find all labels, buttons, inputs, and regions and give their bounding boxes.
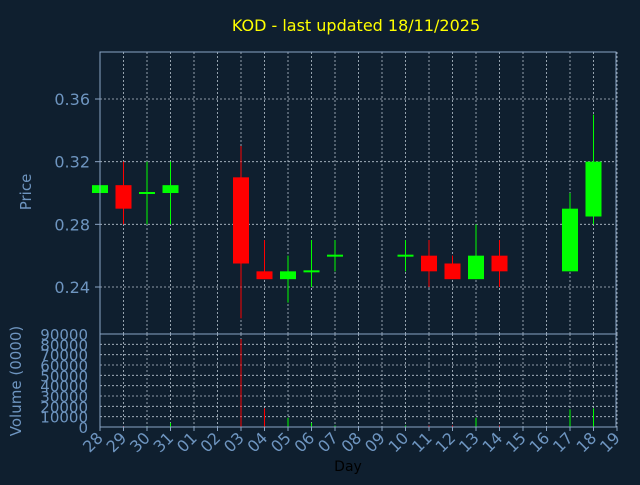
candle-body — [491, 255, 508, 272]
volume-gridlines — [100, 333, 616, 428]
volume-tick-label: 50000 — [40, 367, 88, 385]
day-gridlines — [99, 52, 618, 427]
price-tick-label: 0.32 — [54, 153, 90, 172]
candle-body — [233, 177, 249, 264]
candle-body — [327, 254, 343, 257]
price-candles — [92, 114, 602, 319]
volume-tick-label: 0 — [78, 419, 88, 437]
volume-tick-label: 80000 — [40, 336, 88, 354]
price-gridlines — [100, 98, 616, 288]
price-tick-label: 0.24 — [54, 278, 90, 297]
x-axis-label: Day — [334, 459, 362, 475]
candle-body — [585, 161, 602, 217]
candle-body — [256, 271, 273, 280]
candle-body — [139, 192, 155, 194]
candle-body — [115, 185, 132, 209]
volume-tick-labels: 0100002000030000400005000060000700008000… — [40, 326, 88, 437]
price-tick-labels: 0.24 0.28 0.32 0.36 — [54, 90, 100, 297]
candle-body — [421, 255, 437, 272]
candle-body — [397, 254, 414, 257]
price-axis-label: Price — [17, 174, 35, 211]
day-tick-labels: 2829303101020304050607080910111213141516… — [79, 427, 624, 456]
chart-title: KOD - last updated 18/11/2025 — [232, 16, 480, 35]
candle-body — [280, 271, 296, 280]
candle-body — [303, 270, 320, 273]
candle-body — [468, 255, 484, 280]
volume-tick-label: 30000 — [40, 388, 88, 406]
volume-tick-label: 20000 — [40, 398, 88, 416]
candle-body — [162, 185, 179, 193]
candle-body — [562, 208, 578, 272]
day-tick-label: 19 — [596, 428, 624, 456]
price-tick-label: 0.28 — [54, 215, 90, 234]
volume-tick-label: 70000 — [40, 347, 88, 365]
volume-bars — [99, 339, 594, 427]
volume-tick-label: 40000 — [40, 378, 88, 396]
price-tick-label: 0.36 — [54, 90, 90, 109]
volume-tick-label: 90000 — [40, 326, 88, 344]
candle-body — [444, 263, 461, 280]
volume-tick-label: 60000 — [40, 357, 88, 375]
volume-tick-label: 10000 — [40, 409, 88, 427]
volume-panel-frame — [99, 333, 617, 428]
volume-axis-label: Volume (0000) — [7, 326, 25, 436]
